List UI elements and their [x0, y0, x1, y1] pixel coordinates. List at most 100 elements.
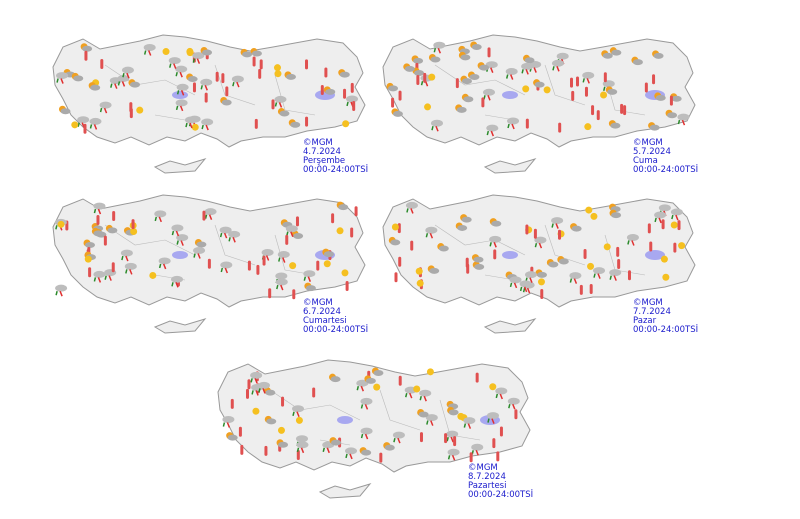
label-time: 00:00-24:00TSİ [468, 489, 533, 500]
storm-icon [196, 58, 201, 64]
thermometer-icon [354, 206, 358, 217]
thermometer-icon [252, 56, 256, 67]
storm-icon [429, 232, 434, 239]
sun-icon [678, 242, 686, 250]
storm-icon [487, 95, 491, 101]
storm-icon [423, 395, 427, 402]
thermometer-icon [677, 220, 681, 231]
rain-icon [55, 290, 58, 296]
cloud-icon [509, 276, 522, 284]
cloud-icon [447, 448, 460, 456]
storm-icon [490, 130, 495, 137]
storm-icon [409, 392, 413, 399]
rain-icon [360, 404, 364, 409]
cloud-icon [261, 248, 274, 256]
thermometer-icon [419, 432, 423, 443]
cloud-icon [655, 94, 666, 101]
label-date: 4.7.2024 [303, 147, 341, 157]
cloud-icon [93, 230, 104, 237]
rain-icon [405, 392, 408, 398]
label-time: 00:00-24:00TSİ [633, 324, 698, 335]
cloud-icon [373, 369, 384, 376]
thermometer-icon [247, 379, 251, 390]
thermometer-icon [514, 409, 518, 420]
thermometer-icon [623, 105, 627, 116]
thermometer-icon [312, 387, 316, 398]
thermometer-icon [469, 452, 473, 463]
rain-icon [193, 253, 196, 258]
cloud-icon [175, 65, 188, 73]
rain-icon [192, 58, 196, 63]
rain-icon [104, 275, 107, 280]
storm-icon [114, 83, 118, 89]
cloud-icon [158, 257, 171, 265]
thermometer-icon [616, 246, 620, 257]
rain-icon [274, 102, 278, 107]
thermometer-icon [649, 241, 653, 252]
cloud-icon [204, 208, 217, 216]
storm-icon [435, 125, 439, 132]
cloud-icon [489, 235, 502, 243]
thermometer-icon [296, 449, 300, 460]
thermometer-icon [247, 260, 251, 271]
cloud-icon [654, 211, 667, 219]
cloud-icon [418, 411, 429, 418]
thermometer-icon [259, 59, 263, 70]
cloud-icon [184, 116, 197, 124]
rain-icon [175, 105, 179, 111]
storm-icon [613, 275, 617, 281]
thermometer-icon [493, 249, 497, 260]
rain-icon [110, 83, 113, 88]
storm-icon [526, 287, 531, 294]
cloud-icon [388, 85, 399, 92]
cloud-icon [360, 397, 373, 405]
thermometer-icon [112, 210, 116, 221]
thermometer-icon [204, 92, 208, 103]
thermometer-icon [669, 95, 673, 106]
storm-icon [556, 66, 560, 72]
cloud-icon [392, 431, 405, 439]
cloud-icon [279, 110, 290, 117]
cloud-icon [290, 121, 301, 128]
thermometer-icon [398, 375, 402, 386]
rain-icon [486, 130, 490, 136]
thermometer-icon [215, 71, 219, 82]
thermometer-icon [481, 97, 485, 108]
storm-icon [523, 286, 528, 293]
cloud-icon [482, 88, 495, 96]
storm-icon [265, 255, 270, 261]
thermometer-icon [558, 122, 562, 133]
rain-icon [121, 255, 124, 261]
cloud-icon [582, 71, 595, 79]
rain-icon [593, 273, 596, 278]
storm-icon [296, 411, 300, 418]
cloud-icon [390, 239, 401, 246]
storm-icon [226, 422, 231, 428]
cloud-icon [303, 270, 316, 278]
sun-icon [273, 64, 281, 72]
label-date: 8.7.2024 [468, 472, 506, 482]
thermometer-icon [661, 219, 665, 230]
thermometer-icon [331, 213, 335, 224]
storm-icon [525, 69, 529, 75]
cloud-icon [474, 263, 485, 270]
storm-icon [533, 67, 537, 73]
cloud-icon [463, 417, 476, 425]
cloud-icon [219, 226, 232, 234]
rain-icon [552, 66, 555, 71]
cloud-icon [519, 280, 532, 288]
cloud-icon [414, 69, 425, 76]
sun-icon [584, 123, 592, 131]
storm-icon [97, 277, 102, 283]
cloud-icon [658, 204, 671, 212]
thermometer-icon [305, 116, 309, 127]
sun-icon [84, 255, 92, 263]
thermometer-icon [492, 438, 496, 449]
cloud-icon [677, 113, 690, 121]
storm-icon [529, 277, 533, 283]
rain-icon [169, 63, 172, 68]
cloud-icon [479, 64, 490, 71]
cloud-icon [609, 269, 622, 277]
rain-icon [495, 393, 499, 399]
